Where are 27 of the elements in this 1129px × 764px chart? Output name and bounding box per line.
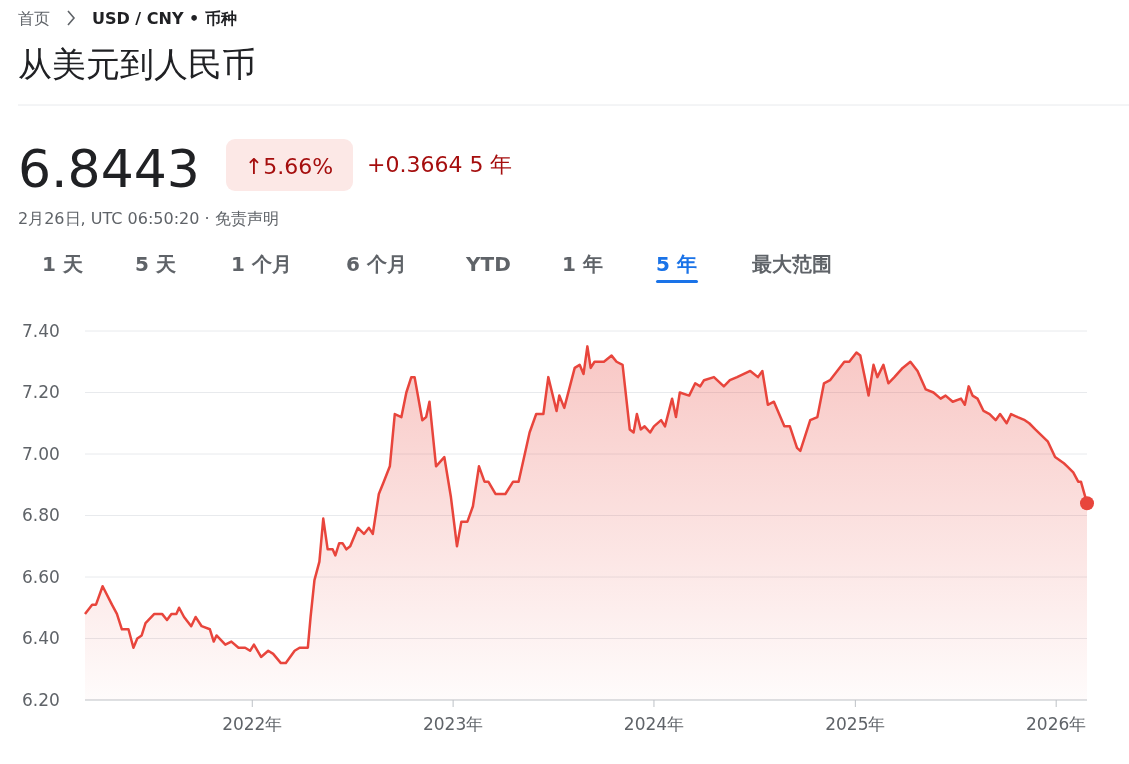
text: 1 天 <box>42 252 83 276</box>
y-tick-label: 6.80 <box>22 505 60 526</box>
x-tick-label: 2024年 <box>623 714 685 734</box>
y-tick-label: 7.20 <box>22 382 60 403</box>
text: 1 年 <box>562 252 603 276</box>
text: 5 年 <box>656 252 697 276</box>
x-tick-label: 2022年 <box>222 714 283 734</box>
text: ↑5.66% <box>244 154 334 179</box>
text: 2月26日, UTC 06:50:20 · 免责声明 <box>18 209 279 228</box>
y-tick-label: 6.40 <box>22 628 60 649</box>
text: USD / CNY • 币种 <box>92 9 237 28</box>
text: 6.8443 <box>18 139 200 199</box>
x-tick-label: 2026年 <box>1026 714 1087 734</box>
y-tick-label: 6.20 <box>22 689 60 710</box>
chart-title: 从美元到人民币 <box>18 44 256 84</box>
text: 6 个月 <box>346 252 407 276</box>
x-tick-label: 2023年 <box>422 714 484 734</box>
y-tick-label: 6.60 <box>22 566 60 587</box>
text: 首页 <box>18 9 50 28</box>
text: 最大范围 <box>751 252 832 276</box>
text: 1 个月 <box>231 252 292 276</box>
text: +0.3664 5 年 <box>367 152 513 177</box>
y-tick-label: 7.40 <box>22 320 60 341</box>
x-tick-label: 2025年 <box>825 714 886 734</box>
text: 5 天 <box>135 252 176 276</box>
y-tick-label: 7.00 <box>22 443 60 464</box>
text: YTD <box>465 252 511 276</box>
